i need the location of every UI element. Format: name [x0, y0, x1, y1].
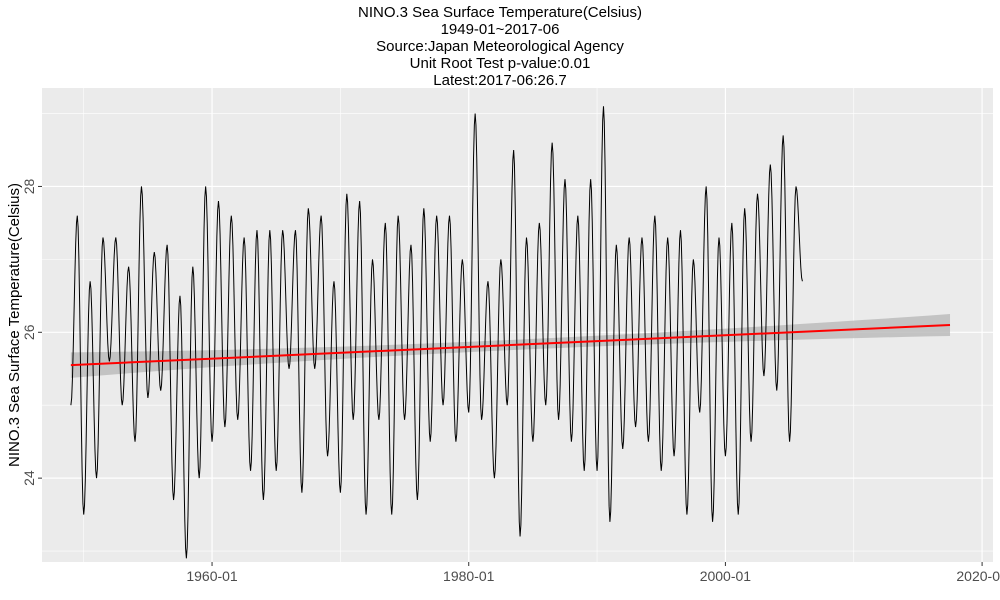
x-tick-label: 1960-01 [186, 568, 238, 584]
y-axis-title: NINO.3 Sea Surface Temperature(Celsius) [6, 183, 23, 467]
x-axis: 1960-01 1980-01 2000-01 2020-01 [186, 562, 1000, 584]
y-axis: 24 26 28 [21, 178, 42, 485]
y-tick-label: 24 [21, 470, 37, 486]
x-tick-label: 2020-01 [956, 568, 1000, 584]
x-tick-label: 2000-01 [700, 568, 752, 584]
y-tick-label: 28 [21, 178, 37, 194]
x-tick-label: 1980-01 [443, 568, 495, 584]
y-tick-label: 26 [21, 324, 37, 340]
